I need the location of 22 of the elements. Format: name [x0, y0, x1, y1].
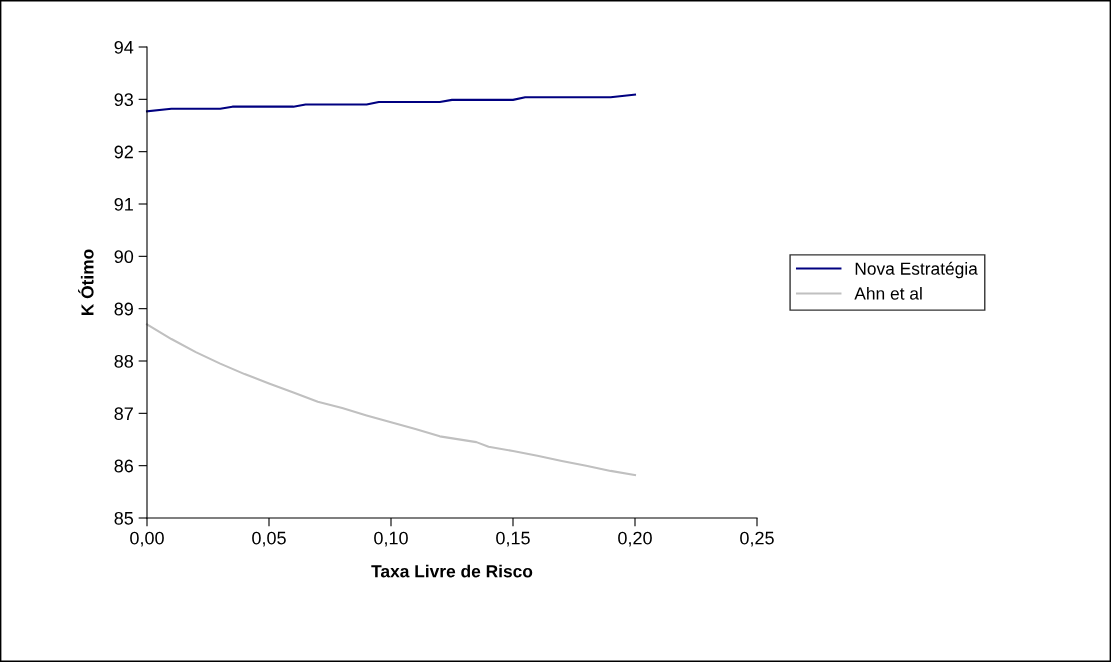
y-tick-label: 87 [114, 407, 133, 421]
x-tick-label: 0,00 [130, 531, 164, 547]
y-tick-label: 92 [114, 145, 133, 159]
y-tick-label: 89 [114, 302, 133, 316]
y-tick-label: 88 [114, 354, 134, 368]
legend-label: Nova Estratégia [855, 261, 978, 279]
x-tick-label: 0,15 [496, 531, 530, 547]
x-tick-label: 0,10 [374, 531, 408, 547]
y-tick-label: 90 [114, 250, 134, 264]
x-tick-label: 0,25 [740, 531, 774, 547]
y-tick-label: 85 [114, 511, 134, 525]
line-series [145, 93, 637, 113]
y-tick-label: 86 [114, 459, 134, 473]
y-tick-label: 94 [114, 40, 134, 54]
y-tick-label: 93 [114, 93, 134, 107]
line-series [145, 323, 637, 477]
x-tick-label: 0,20 [618, 531, 652, 547]
legend-label: Ahn et al [854, 286, 922, 300]
y-axis-title: K Ótimo [78, 249, 94, 316]
x-axis-title: Taxa Livre de Risco [371, 564, 533, 578]
x-tick-label: 0,05 [252, 531, 286, 547]
y-tick-label: 91 [114, 197, 133, 211]
